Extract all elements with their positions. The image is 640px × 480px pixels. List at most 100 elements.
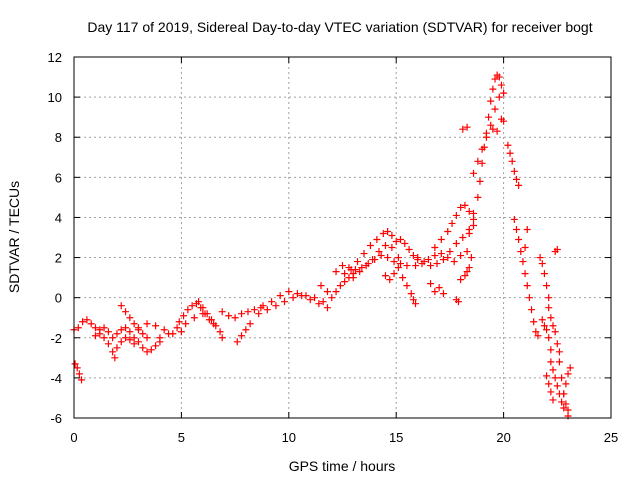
data-point (532, 328, 540, 336)
data-point (130, 334, 138, 342)
data-point (448, 219, 456, 227)
x-tick-label: 20 (496, 430, 510, 445)
data-point (113, 344, 121, 352)
data-point (444, 254, 452, 262)
data-point (100, 324, 108, 332)
data-point (536, 254, 544, 262)
data-point (375, 248, 383, 256)
data-point (500, 89, 508, 97)
data-point (302, 292, 310, 300)
data-point (433, 260, 441, 268)
data-point (545, 304, 553, 312)
data-point (79, 318, 87, 326)
data-point (238, 332, 246, 340)
data-point (109, 348, 117, 356)
data-point (420, 258, 428, 266)
data-point (521, 244, 529, 252)
data-point (424, 256, 432, 264)
data-point (405, 246, 413, 254)
data-point (457, 203, 465, 211)
data-point (394, 254, 402, 262)
data-point (512, 175, 520, 183)
data-point (523, 225, 531, 233)
data-point (122, 334, 130, 342)
y-tick-label: -6 (50, 411, 62, 426)
data-point (566, 364, 574, 372)
data-point (489, 125, 497, 133)
data-point (545, 334, 553, 342)
data-point (126, 328, 134, 336)
y-tick-label: 4 (55, 210, 62, 225)
data-point (414, 254, 422, 262)
data-point (91, 324, 99, 332)
y-tick-label: 2 (55, 251, 62, 266)
data-point (246, 320, 254, 328)
data-point (495, 93, 503, 101)
data-point (130, 320, 138, 328)
data-point (450, 258, 458, 266)
data-point (454, 298, 462, 306)
data-point (461, 201, 469, 209)
data-point (83, 316, 91, 324)
data-points (70, 71, 574, 420)
data-point (540, 270, 548, 278)
data-point (478, 159, 486, 167)
data-point (152, 342, 160, 350)
data-point (377, 252, 385, 260)
data-point (289, 294, 297, 302)
data-point (515, 236, 523, 244)
data-point (512, 225, 520, 233)
data-point (100, 334, 108, 342)
data-point (143, 334, 151, 342)
data-point (216, 328, 224, 336)
data-point (470, 169, 478, 177)
data-point (147, 346, 155, 354)
data-point (560, 404, 568, 412)
data-point (143, 348, 151, 356)
data-point (525, 294, 533, 302)
data-point (463, 248, 471, 256)
data-point (113, 330, 121, 338)
data-point (231, 314, 239, 322)
data-point (242, 326, 250, 334)
data-point (130, 340, 138, 348)
data-point (332, 268, 340, 276)
data-point (160, 326, 168, 334)
data-point (104, 328, 112, 336)
data-point (530, 318, 538, 326)
data-point (188, 302, 196, 310)
data-point (555, 348, 563, 356)
data-point (396, 236, 404, 244)
data-point (497, 81, 505, 89)
y-tick-label: 8 (55, 130, 62, 145)
data-point (467, 254, 475, 262)
data-point (547, 346, 555, 354)
data-point (547, 388, 555, 396)
data-point (491, 75, 499, 83)
data-point (207, 316, 215, 324)
data-point (439, 290, 447, 298)
data-point (366, 242, 374, 250)
data-point (403, 282, 411, 290)
x-tick-label: 5 (178, 430, 185, 445)
data-point (199, 304, 207, 312)
data-point (390, 270, 398, 278)
data-point (218, 334, 226, 342)
data-point (521, 270, 529, 278)
data-point (392, 238, 400, 246)
data-point (165, 330, 173, 338)
data-point (362, 262, 370, 270)
data-point (459, 125, 467, 133)
data-point (306, 296, 314, 304)
y-axis-ticks: -6 -4 -2 0 2 4 6 8 10 12 (48, 50, 611, 426)
data-point (470, 215, 478, 223)
data-point (401, 240, 409, 248)
data-point (465, 225, 473, 233)
data-point (388, 231, 396, 239)
data-point (244, 308, 252, 316)
data-point (347, 266, 355, 274)
data-point (384, 254, 392, 262)
data-point (551, 374, 559, 382)
data-point (534, 332, 542, 340)
data-point (399, 274, 407, 282)
